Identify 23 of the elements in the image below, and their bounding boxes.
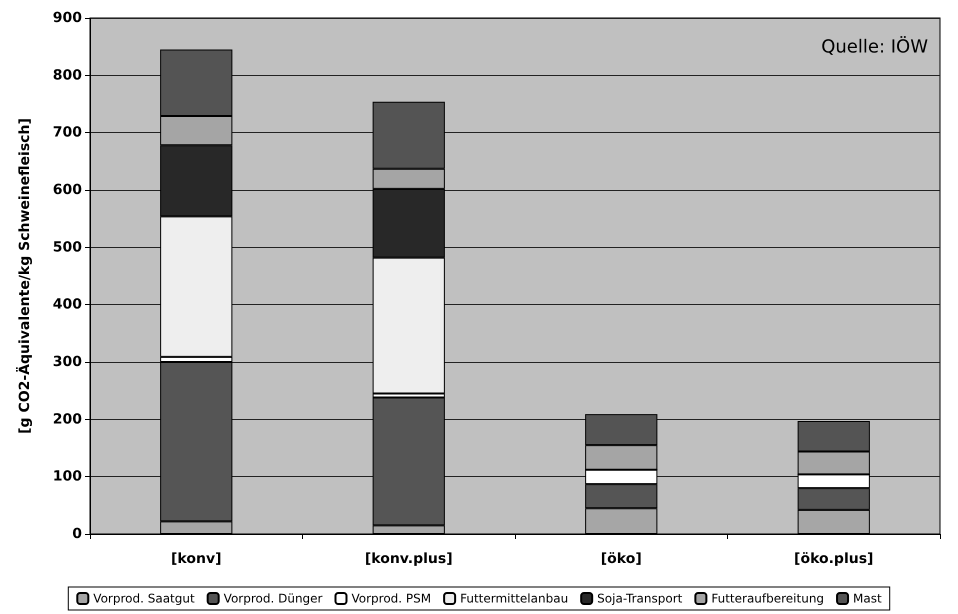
annotation: Quelle: IÖW bbox=[821, 36, 928, 58]
x-tick-label: [öko] bbox=[600, 551, 642, 567]
legend-label: Mast bbox=[853, 592, 882, 606]
legend-label: Futteraufbereitung bbox=[711, 592, 824, 606]
y-tick-label: 300 bbox=[52, 354, 82, 370]
y-tick-label: 600 bbox=[52, 182, 82, 198]
y-axis-title: [g CO2-Äquivalente/kg Schweinefleisch] bbox=[16, 118, 33, 434]
x-tick-label: [öko.plus] bbox=[794, 551, 874, 567]
y-tick-label: 0 bbox=[72, 526, 82, 542]
legend-label: Vorprod. PSM bbox=[351, 592, 432, 606]
y-tick-label: 700 bbox=[52, 124, 82, 141]
y-tick-label: 100 bbox=[52, 468, 82, 485]
y-tick-label: 500 bbox=[52, 239, 82, 256]
x-tick-label: [konv] bbox=[171, 551, 222, 567]
legend-label: Futtermittelanbau bbox=[460, 592, 568, 606]
legend-label: Vorprod. Dünger bbox=[224, 592, 323, 606]
x-tick-label: [konv.plus] bbox=[364, 551, 453, 567]
y-tick-label: 400 bbox=[52, 296, 82, 313]
y-tick-label: 800 bbox=[52, 67, 82, 84]
y-tick-label: 900 bbox=[52, 10, 82, 26]
legend-label: Vorprod. Saatgut bbox=[93, 592, 195, 606]
y-tick-label: 200 bbox=[52, 411, 82, 428]
legend-label: Soja-Transport bbox=[597, 592, 683, 606]
